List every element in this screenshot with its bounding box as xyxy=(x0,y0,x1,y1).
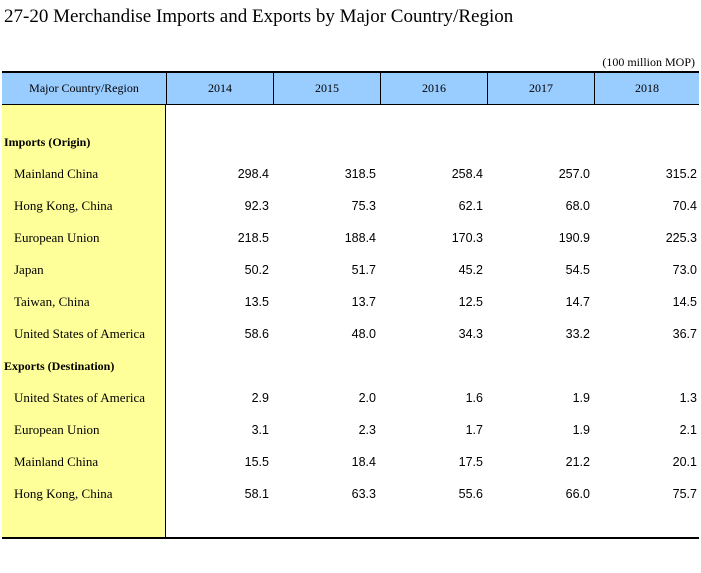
value-cell: 33.2 xyxy=(565,327,590,341)
value-cell: 66.0 xyxy=(565,487,590,501)
value-cell: 75.3 xyxy=(351,199,376,213)
value-cell: 50.2 xyxy=(244,263,269,277)
value-cell: 1.6 xyxy=(465,391,483,405)
table-row: Taiwan, China 13.5 13.7 12.5 14.7 14.5 xyxy=(2,286,699,318)
row-label: United States of America xyxy=(14,326,146,341)
value-cell: 218.5 xyxy=(237,231,269,245)
value-cell: 257.0 xyxy=(558,167,590,181)
value-cell: 14.5 xyxy=(672,295,697,309)
value-cell: 2.3 xyxy=(358,423,376,437)
header-year: 2015 xyxy=(273,73,380,104)
row-label: European Union xyxy=(14,230,100,245)
value-cell: 21.2 xyxy=(565,455,590,469)
value-cell: 48.0 xyxy=(351,327,376,341)
table-title: 27-20 Merchandise Imports and Exports by… xyxy=(4,6,514,27)
value-cell: 13.7 xyxy=(351,295,376,309)
value-cell: 298.4 xyxy=(237,167,269,181)
value-cell: 92.3 xyxy=(244,199,269,213)
value-cell: 55.6 xyxy=(458,487,483,501)
table-row: United States of America 58.6 48.0 34.3 33.2… xyxy=(2,318,699,350)
header-rule xyxy=(2,104,699,105)
row-label: Japan xyxy=(14,262,44,277)
row-label: Hong Kong, China xyxy=(14,486,113,501)
value-cell: 51.7 xyxy=(351,263,376,277)
value-cell: 3.1 xyxy=(251,423,269,437)
value-cell: 63.3 xyxy=(351,487,376,501)
header-stub: Major Country/Region xyxy=(29,81,139,95)
value-cell: 34.3 xyxy=(458,327,483,341)
unit-note: (100 million MOP) xyxy=(602,55,695,69)
value-cell: 1.3 xyxy=(679,391,697,405)
table-row: Hong Kong, China 58.1 63.3 55.6 66.0 75.7 xyxy=(2,478,699,510)
value-cell: 13.5 xyxy=(244,295,269,309)
value-cell: 17.5 xyxy=(458,455,483,469)
data-table: Major Country/Region 2014 2015 2016 2017… xyxy=(2,71,699,539)
value-cell: 14.7 xyxy=(565,295,590,309)
value-cell: 1.9 xyxy=(572,391,590,405)
value-cell: 318.5 xyxy=(344,167,376,181)
row-label: Mainland China xyxy=(14,166,99,181)
table-row: United States of America 2.9 2.0 1.6 1.9 1.3 xyxy=(2,382,699,414)
value-cell: 2.9 xyxy=(251,391,269,405)
row-label: United States of America xyxy=(14,390,146,405)
value-cell: 188.4 xyxy=(344,231,376,245)
header-year: 2017 xyxy=(487,73,594,104)
row-label: Taiwan, China xyxy=(14,294,90,309)
value-cell: 2.0 xyxy=(358,391,376,405)
value-cell: 15.5 xyxy=(244,455,269,469)
table-row: European Union 218.5 188.4 170.3 190.9 225.3 xyxy=(2,222,699,254)
header-year: 2014 xyxy=(166,73,273,104)
value-cell: 12.5 xyxy=(458,295,483,309)
table-row: European Union 3.1 2.3 1.7 1.9 2.1 xyxy=(2,414,699,446)
value-cell: 315.2 xyxy=(665,167,697,181)
value-cell: 1.9 xyxy=(572,423,590,437)
row-label: Mainland China xyxy=(14,454,99,469)
value-cell: 58.1 xyxy=(244,487,269,501)
header-year: 2016 xyxy=(380,73,487,104)
value-cell: 75.7 xyxy=(672,487,697,501)
value-cell: 70.4 xyxy=(672,199,697,213)
value-cell: 45.2 xyxy=(458,263,483,277)
row-label: Hong Kong, China xyxy=(14,198,113,213)
value-cell: 2.1 xyxy=(679,423,697,437)
value-cell: 68.0 xyxy=(565,199,590,213)
table-row: Hong Kong, China 92.3 75.3 62.1 68.0 70.4 xyxy=(2,190,699,222)
stub-column xyxy=(2,105,166,537)
value-cell: 58.6 xyxy=(244,327,269,341)
bottom-rule xyxy=(2,537,699,539)
table-row: Mainland China 298.4 318.5 258.4 257.0 315.2 xyxy=(2,158,699,190)
value-cell: 18.4 xyxy=(351,455,376,469)
value-cell: 258.4 xyxy=(451,167,483,181)
table-row: Japan 50.2 51.7 45.2 54.5 73.0 xyxy=(2,254,699,286)
value-cell: 54.5 xyxy=(565,263,590,277)
value-cell: 20.1 xyxy=(672,455,697,469)
section-label: Imports (Origin) xyxy=(4,134,91,149)
value-cell: 73.0 xyxy=(672,263,697,277)
section-label: Exports (Destination) xyxy=(4,358,115,373)
section-header-row: Imports (Origin) xyxy=(2,126,699,158)
value-cell: 190.9 xyxy=(558,231,590,245)
table-header: Major Country/Region 2014 2015 2016 2017… xyxy=(2,73,699,104)
value-cell: 36.7 xyxy=(672,327,697,341)
top-rule xyxy=(2,71,699,73)
row-label: European Union xyxy=(14,422,100,437)
section-header-row: Exports (Destination) xyxy=(2,350,699,382)
value-cell: 225.3 xyxy=(665,231,697,245)
value-cell: 62.1 xyxy=(458,199,483,213)
value-cell: 1.7 xyxy=(465,423,483,437)
table-row: Mainland China 15.5 18.4 17.5 21.2 20.1 xyxy=(2,446,699,478)
value-cell: 170.3 xyxy=(451,231,483,245)
header-year: 2018 xyxy=(594,73,699,104)
